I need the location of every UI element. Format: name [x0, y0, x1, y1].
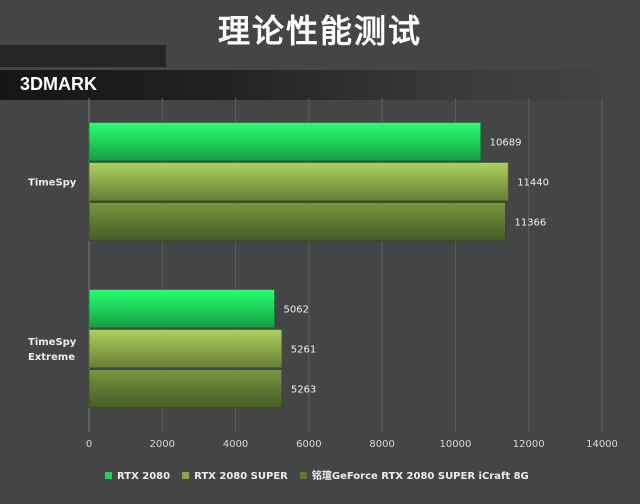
- bar: [88, 329, 283, 368]
- x-tick-label: 2000: [150, 439, 175, 450]
- x-tick-label: 0: [86, 439, 92, 450]
- x-tick-label: 10000: [440, 439, 472, 450]
- legend-swatch: [105, 472, 112, 479]
- chart-title: 理论性能测试: [217, 12, 422, 50]
- data-label: 5261: [291, 345, 316, 356]
- data-label: 11440: [517, 178, 549, 189]
- bar: [88, 289, 275, 328]
- subtitle-band: [0, 70, 640, 100]
- data-label: 11366: [514, 218, 546, 229]
- header-bar: [0, 45, 166, 67]
- bar: [88, 162, 509, 201]
- x-tick-label: 6000: [296, 439, 321, 450]
- category-label: TimeSpy: [28, 178, 77, 189]
- category-label: TimeSpy: [28, 337, 77, 348]
- x-tick-label: 4000: [223, 439, 248, 450]
- legend-swatch: [182, 472, 190, 479]
- x-tick-label: 14000: [586, 439, 618, 450]
- legend-label: RTX 2080: [117, 471, 170, 482]
- bar: [88, 202, 506, 241]
- data-label: 5263: [291, 385, 316, 396]
- data-label: 5062: [283, 305, 308, 316]
- chart-subtitle: 3DMARK: [20, 74, 98, 94]
- legend-label: RTX 2080 SUPER: [194, 471, 288, 482]
- bar: [88, 369, 283, 408]
- legend-label: 铭瑄GeForce RTX 2080 SUPER iCraft 8G: [312, 469, 529, 482]
- bar: [88, 122, 482, 161]
- x-tick-label: 12000: [513, 439, 545, 450]
- x-tick-label: 8000: [369, 439, 394, 450]
- category-label: Extreme: [28, 352, 75, 363]
- legend-swatch: [299, 472, 307, 479]
- data-label: 10689: [490, 138, 522, 149]
